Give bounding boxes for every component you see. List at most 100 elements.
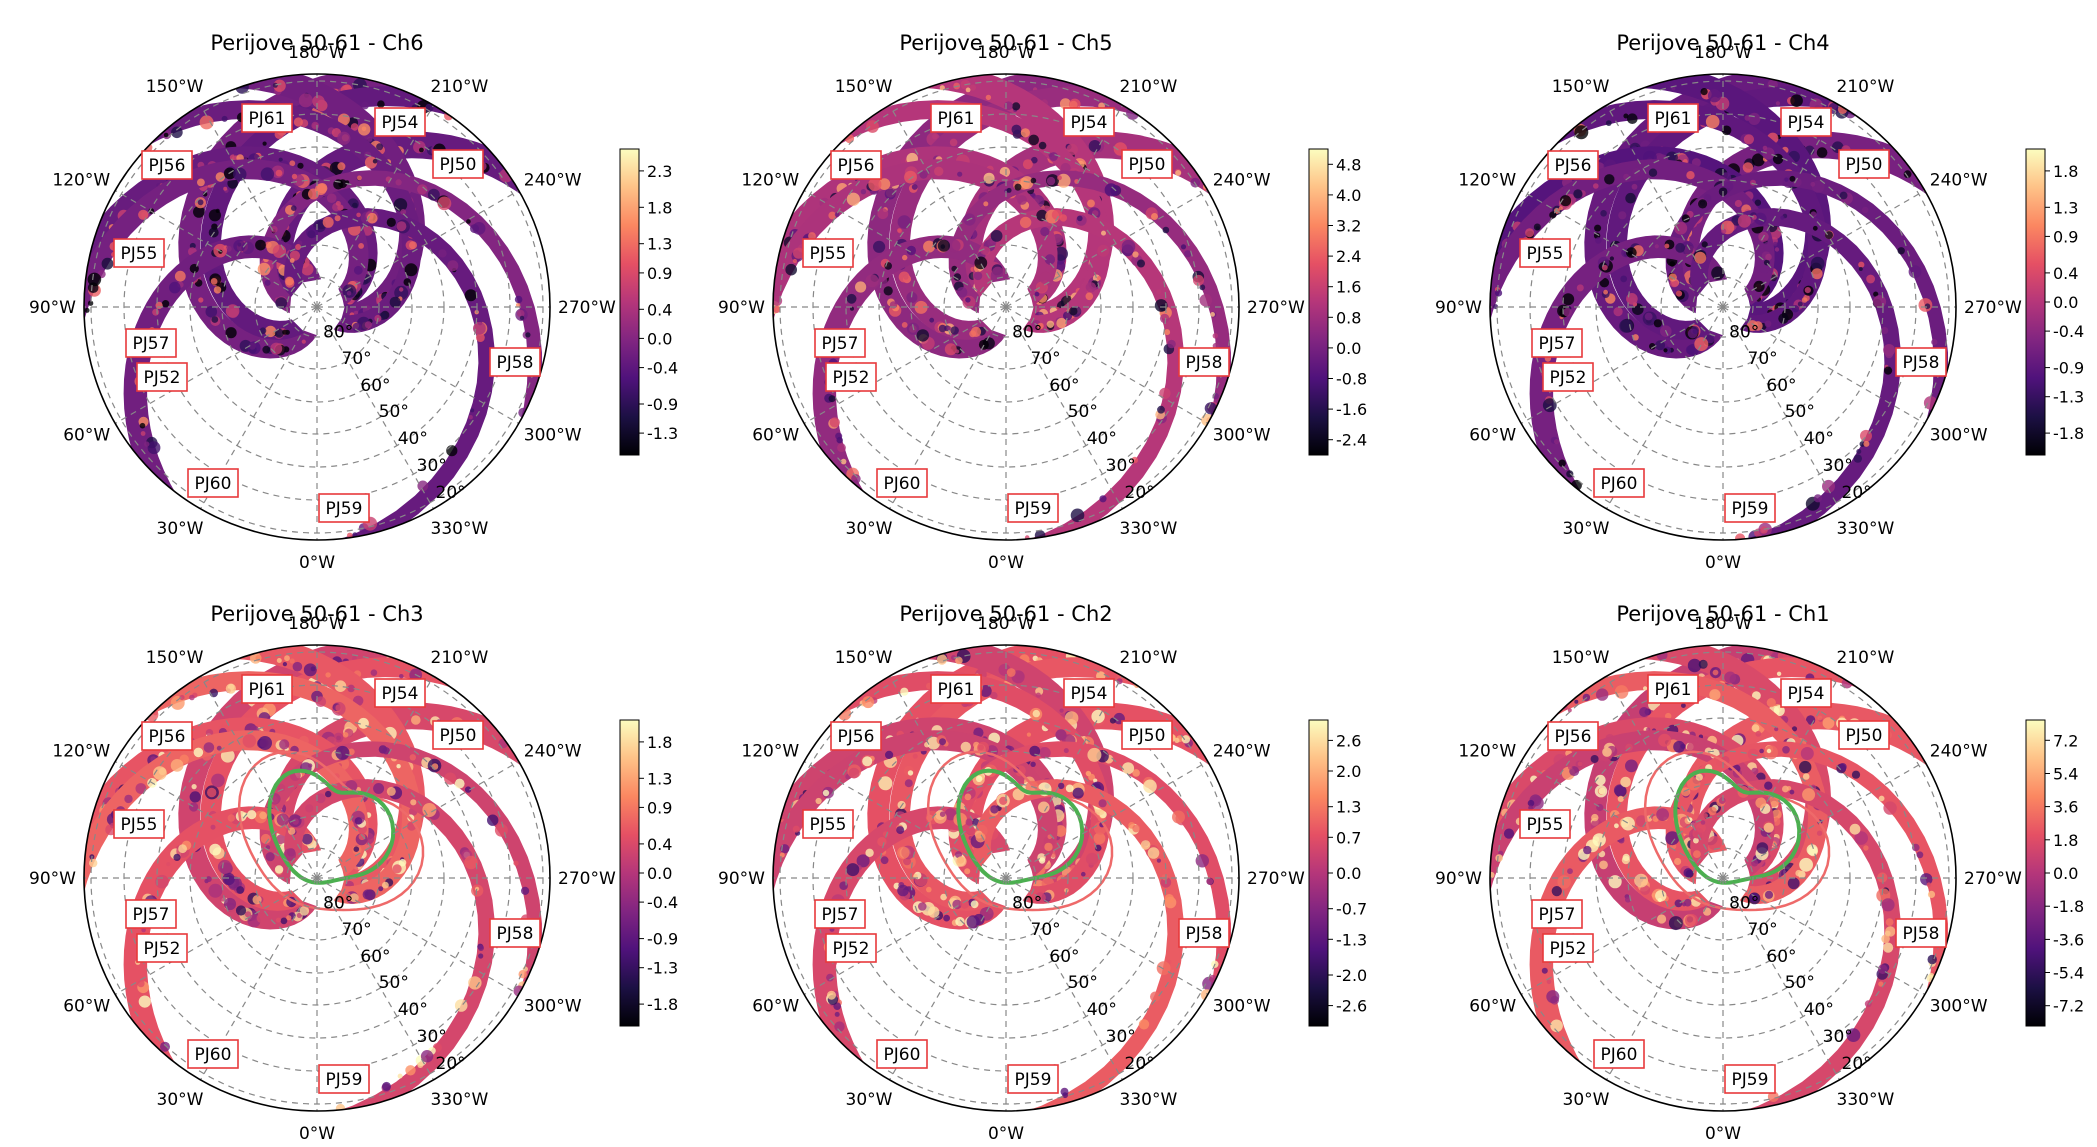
colorbar-tick-label: 2.6 [1336, 731, 1361, 750]
swath-cell [1030, 177, 1037, 184]
colorbar-tick-label: 0.0 [1336, 864, 1361, 883]
swath-cell [307, 763, 313, 768]
swath-cell [227, 814, 235, 822]
swath-cell [1062, 1092, 1068, 1099]
perijove-box [1838, 149, 1890, 179]
perijove-box [930, 674, 982, 704]
swath-cell [189, 802, 199, 812]
swath-cell [141, 927, 146, 933]
swath-cell [860, 189, 867, 195]
perijove-box [113, 809, 165, 839]
swath-cell [939, 85, 945, 91]
swath-cell [1006, 668, 1016, 677]
swath-cell [1750, 179, 1756, 186]
longitude-label: 30°W [846, 519, 893, 539]
swath-cell [223, 186, 228, 191]
swath-cell [1093, 832, 1106, 845]
swath-cell [1774, 247, 1780, 252]
swath-track [773, 159, 1058, 348]
colorbar-tick-label: 3.6 [2053, 798, 2078, 817]
meridian-line [1005, 675, 1124, 879]
perijove-box [1121, 149, 1173, 179]
swath-cell [902, 254, 908, 261]
swath-cell [1503, 828, 1515, 839]
perijove-text: PJ58 [497, 924, 534, 944]
colorbar-tick-label: 0.7 [1336, 828, 1361, 847]
perijove-label: PJ59 [1724, 493, 1776, 523]
perijove-text: PJ50 [1129, 726, 1166, 746]
longitude-label: 240°W [1930, 742, 1988, 762]
meridian-line [888, 675, 1007, 879]
colorbar-tick-label: 2.0 [1336, 762, 1361, 781]
swath-cell [392, 864, 402, 874]
swath-cell [1599, 860, 1608, 870]
swath-track [959, 702, 1227, 869]
swath-cell [985, 94, 992, 101]
perijove-label: PJ59 [1007, 493, 1059, 523]
swath-cell [1780, 215, 1785, 220]
longitude-label: 210°W [1120, 648, 1178, 668]
swath-cell [260, 167, 275, 181]
swath-cell [275, 917, 281, 923]
meridian-line [316, 877, 435, 1081]
longitude-label: 30°W [1563, 519, 1610, 539]
swath-cell [1693, 850, 1701, 858]
latitude-label: 70° [1031, 349, 1061, 369]
colorbar-tick-label: -1.6 [1336, 400, 1367, 419]
swath-cell [1525, 228, 1535, 238]
swath-cell [514, 295, 523, 304]
swath-cell [1040, 227, 1050, 237]
swath-cell [1773, 241, 1778, 247]
swath-cell [89, 858, 98, 868]
swath-cell [1137, 259, 1145, 268]
swath-cell [516, 309, 525, 318]
meridian-line [114, 877, 318, 996]
swath-cell [216, 745, 222, 751]
latitude-circle [254, 815, 380, 941]
swath-cell [1754, 199, 1762, 206]
longitude-label: 240°W [1930, 171, 1988, 191]
swath-cell [1763, 241, 1774, 252]
latitude-label: 60° [1766, 376, 1796, 396]
swath-track [1676, 131, 1944, 298]
perijove-text: PJ60 [1601, 1045, 1638, 1065]
swath-cell [337, 131, 351, 145]
swath-cell [325, 672, 331, 678]
swath-cell [880, 856, 889, 865]
swath-cell [301, 263, 314, 276]
swath-track [123, 235, 322, 512]
swath-cell [938, 324, 947, 333]
perijove-label: PJ56 [141, 721, 193, 751]
swath-cell [1683, 868, 1693, 878]
swath-cell [1811, 180, 1825, 193]
swath-cell [907, 770, 914, 776]
latitude-circle [286, 847, 348, 909]
swath-cell [1162, 226, 1170, 234]
swath-cell [1653, 319, 1662, 328]
latitude-label: 70° [1031, 920, 1061, 940]
swath-cell [1623, 113, 1629, 119]
longitude-label: 90°W [718, 298, 765, 318]
colorbar-tick-label: -0.9 [2053, 359, 2084, 378]
perijove-box [802, 809, 854, 839]
swath-cell [1764, 320, 1772, 328]
swath-cell [897, 215, 911, 229]
swath-cell [1681, 787, 1691, 797]
colorbar-tick-label: -5.4 [2053, 964, 2084, 983]
swath-cell [1673, 740, 1685, 753]
swath-cell [822, 789, 830, 797]
swath-cell [1705, 114, 1720, 129]
meridian-line [1722, 104, 1841, 308]
perijove-label: PJ56 [830, 150, 882, 180]
longitude-label: 330°W [431, 519, 489, 539]
map-boundary [83, 644, 551, 1112]
perijove-text: PJ56 [149, 156, 186, 176]
colorbar-tick-label: 7.2 [2053, 731, 2078, 750]
swath-cell [1598, 787, 1606, 795]
perijove-text: PJ55 [121, 815, 158, 835]
swath-cell [258, 736, 272, 750]
swath-cell [203, 742, 215, 753]
swath-cell [1065, 784, 1074, 793]
swath-cell [1789, 789, 1795, 795]
latitude-label: 80° [1012, 894, 1042, 914]
